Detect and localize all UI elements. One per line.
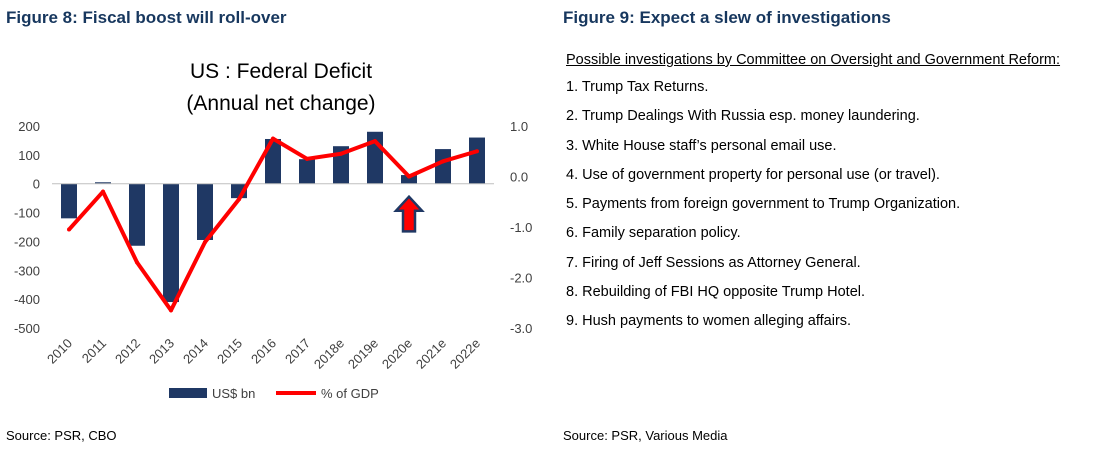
category-label: 2022e bbox=[447, 336, 483, 372]
bar-series bbox=[61, 131, 485, 303]
category-label: 2012 bbox=[112, 336, 143, 367]
list-item: 2. Trump Dealings With Russia esp. money… bbox=[566, 108, 920, 125]
left-tick-label: -200 bbox=[14, 234, 40, 249]
gdp-point-2015 bbox=[237, 197, 241, 202]
bar-2016 bbox=[265, 138, 281, 184]
gdp-point-2016 bbox=[271, 136, 275, 141]
gdp-point-2018e bbox=[339, 151, 343, 156]
category-label: 2010 bbox=[44, 336, 75, 367]
category-label: 2011 bbox=[79, 336, 109, 366]
category-label: 2013 bbox=[146, 336, 177, 367]
bar-2022e bbox=[469, 137, 485, 184]
investigations-panel: Possible investigations by Committee on … bbox=[566, 52, 1111, 341]
left-axis-ticks: 200 100 0 -100 -200 -300 -400 -500 bbox=[14, 119, 40, 336]
legend-bar-swatch bbox=[169, 388, 207, 398]
right-tick-label: 1.0 bbox=[510, 119, 528, 134]
right-tick-label: -1.0 bbox=[510, 220, 532, 235]
investigations-heading: Possible investigations by Committee on … bbox=[566, 52, 1061, 68]
investigations-list: 1. Trump Tax Returns. 2. Trump Dealings … bbox=[566, 77, 1111, 341]
bar-2017 bbox=[299, 159, 315, 184]
category-label: 2021e bbox=[413, 336, 449, 372]
right-tick-label: -3.0 bbox=[510, 321, 532, 336]
bar-2011 bbox=[95, 182, 111, 184]
category-label: 2019e bbox=[345, 336, 381, 372]
x-axis-labels: 2010 2011 2012 2013 2014 2015 2016 20172018e201… bbox=[44, 336, 483, 372]
gdp-point-2014 bbox=[203, 240, 207, 245]
figure-8-heading: Figure 8: Fiscal boost will roll-over bbox=[6, 8, 287, 27]
left-tick-label: -400 bbox=[14, 292, 40, 307]
list-item: 7. Firing of Jeff Sessions as Attorney G… bbox=[566, 254, 861, 271]
left-tick-label: 0 bbox=[33, 177, 40, 192]
category-label: 2015 bbox=[214, 336, 245, 367]
left-tick-label: -100 bbox=[14, 206, 40, 221]
left-tick-label: -300 bbox=[14, 263, 40, 278]
right-axis-ticks: 1.0 0.0 -1.0 -2.0 -3.0 bbox=[510, 119, 532, 336]
right-tick-label: 0.0 bbox=[510, 170, 528, 185]
gdp-point-2013 bbox=[169, 308, 173, 313]
list-item: 6. Family separation policy. bbox=[566, 225, 741, 242]
bar-2014 bbox=[197, 183, 213, 240]
deficit-chart: US : Federal Deficit (Annual net change)… bbox=[14, 60, 532, 401]
chart-legend: US$ bn % of GDP bbox=[169, 386, 379, 401]
left-tick-label: 100 bbox=[18, 148, 40, 163]
left-tick-label: 200 bbox=[18, 119, 40, 134]
category-label: 2018e bbox=[311, 336, 347, 372]
category-label: 2014 bbox=[180, 336, 211, 367]
list-item: 3. White House staff’s personal email us… bbox=[566, 137, 837, 154]
bar-2010 bbox=[61, 183, 77, 219]
gdp-line-points bbox=[67, 136, 479, 313]
up-arrow-icon bbox=[393, 194, 425, 233]
figure-9-heading: Figure 9: Expect a slew of investigation… bbox=[563, 8, 891, 27]
legend-line-label: % of GDP bbox=[321, 386, 379, 401]
gdp-point-2020e bbox=[407, 174, 411, 179]
category-label: 2016 bbox=[248, 336, 279, 367]
list-item: 8. Rebuilding of FBI HQ opposite Trump H… bbox=[566, 284, 866, 301]
category-label: 2017 bbox=[282, 336, 313, 367]
gdp-point-2011 bbox=[101, 189, 105, 194]
chart-subtitle: (Annual net change) bbox=[186, 92, 375, 115]
figure-9-source: Source: PSR, Various Media bbox=[563, 428, 728, 443]
gdp-point-2022e bbox=[475, 149, 479, 154]
list-item: 4. Use of government property for person… bbox=[566, 166, 940, 183]
bar-2020e bbox=[401, 175, 417, 184]
bar-2012 bbox=[129, 183, 145, 246]
legend-bar-label: US$ bn bbox=[212, 386, 255, 401]
bar-2013 bbox=[163, 183, 179, 303]
gdp-point-2021e bbox=[441, 159, 445, 164]
gdp-point-2017 bbox=[305, 156, 309, 161]
list-item: 9. Hush payments to women alleging affai… bbox=[566, 313, 852, 330]
bar-2021e bbox=[435, 149, 451, 184]
gdp-point-2012 bbox=[135, 260, 139, 265]
gdp-point-2019e bbox=[373, 139, 377, 144]
left-tick-label: -500 bbox=[14, 321, 40, 336]
gdp-point-2010 bbox=[67, 227, 71, 232]
category-label: 2020e bbox=[379, 336, 415, 372]
list-item: 5. Payments from foreign government to T… bbox=[566, 196, 961, 213]
right-tick-label: -2.0 bbox=[510, 271, 532, 286]
figure-8-source: Source: PSR, CBO bbox=[6, 428, 117, 443]
list-item: 1. Trump Tax Returns. bbox=[566, 79, 709, 95]
chart-title: US : Federal Deficit bbox=[190, 60, 372, 83]
